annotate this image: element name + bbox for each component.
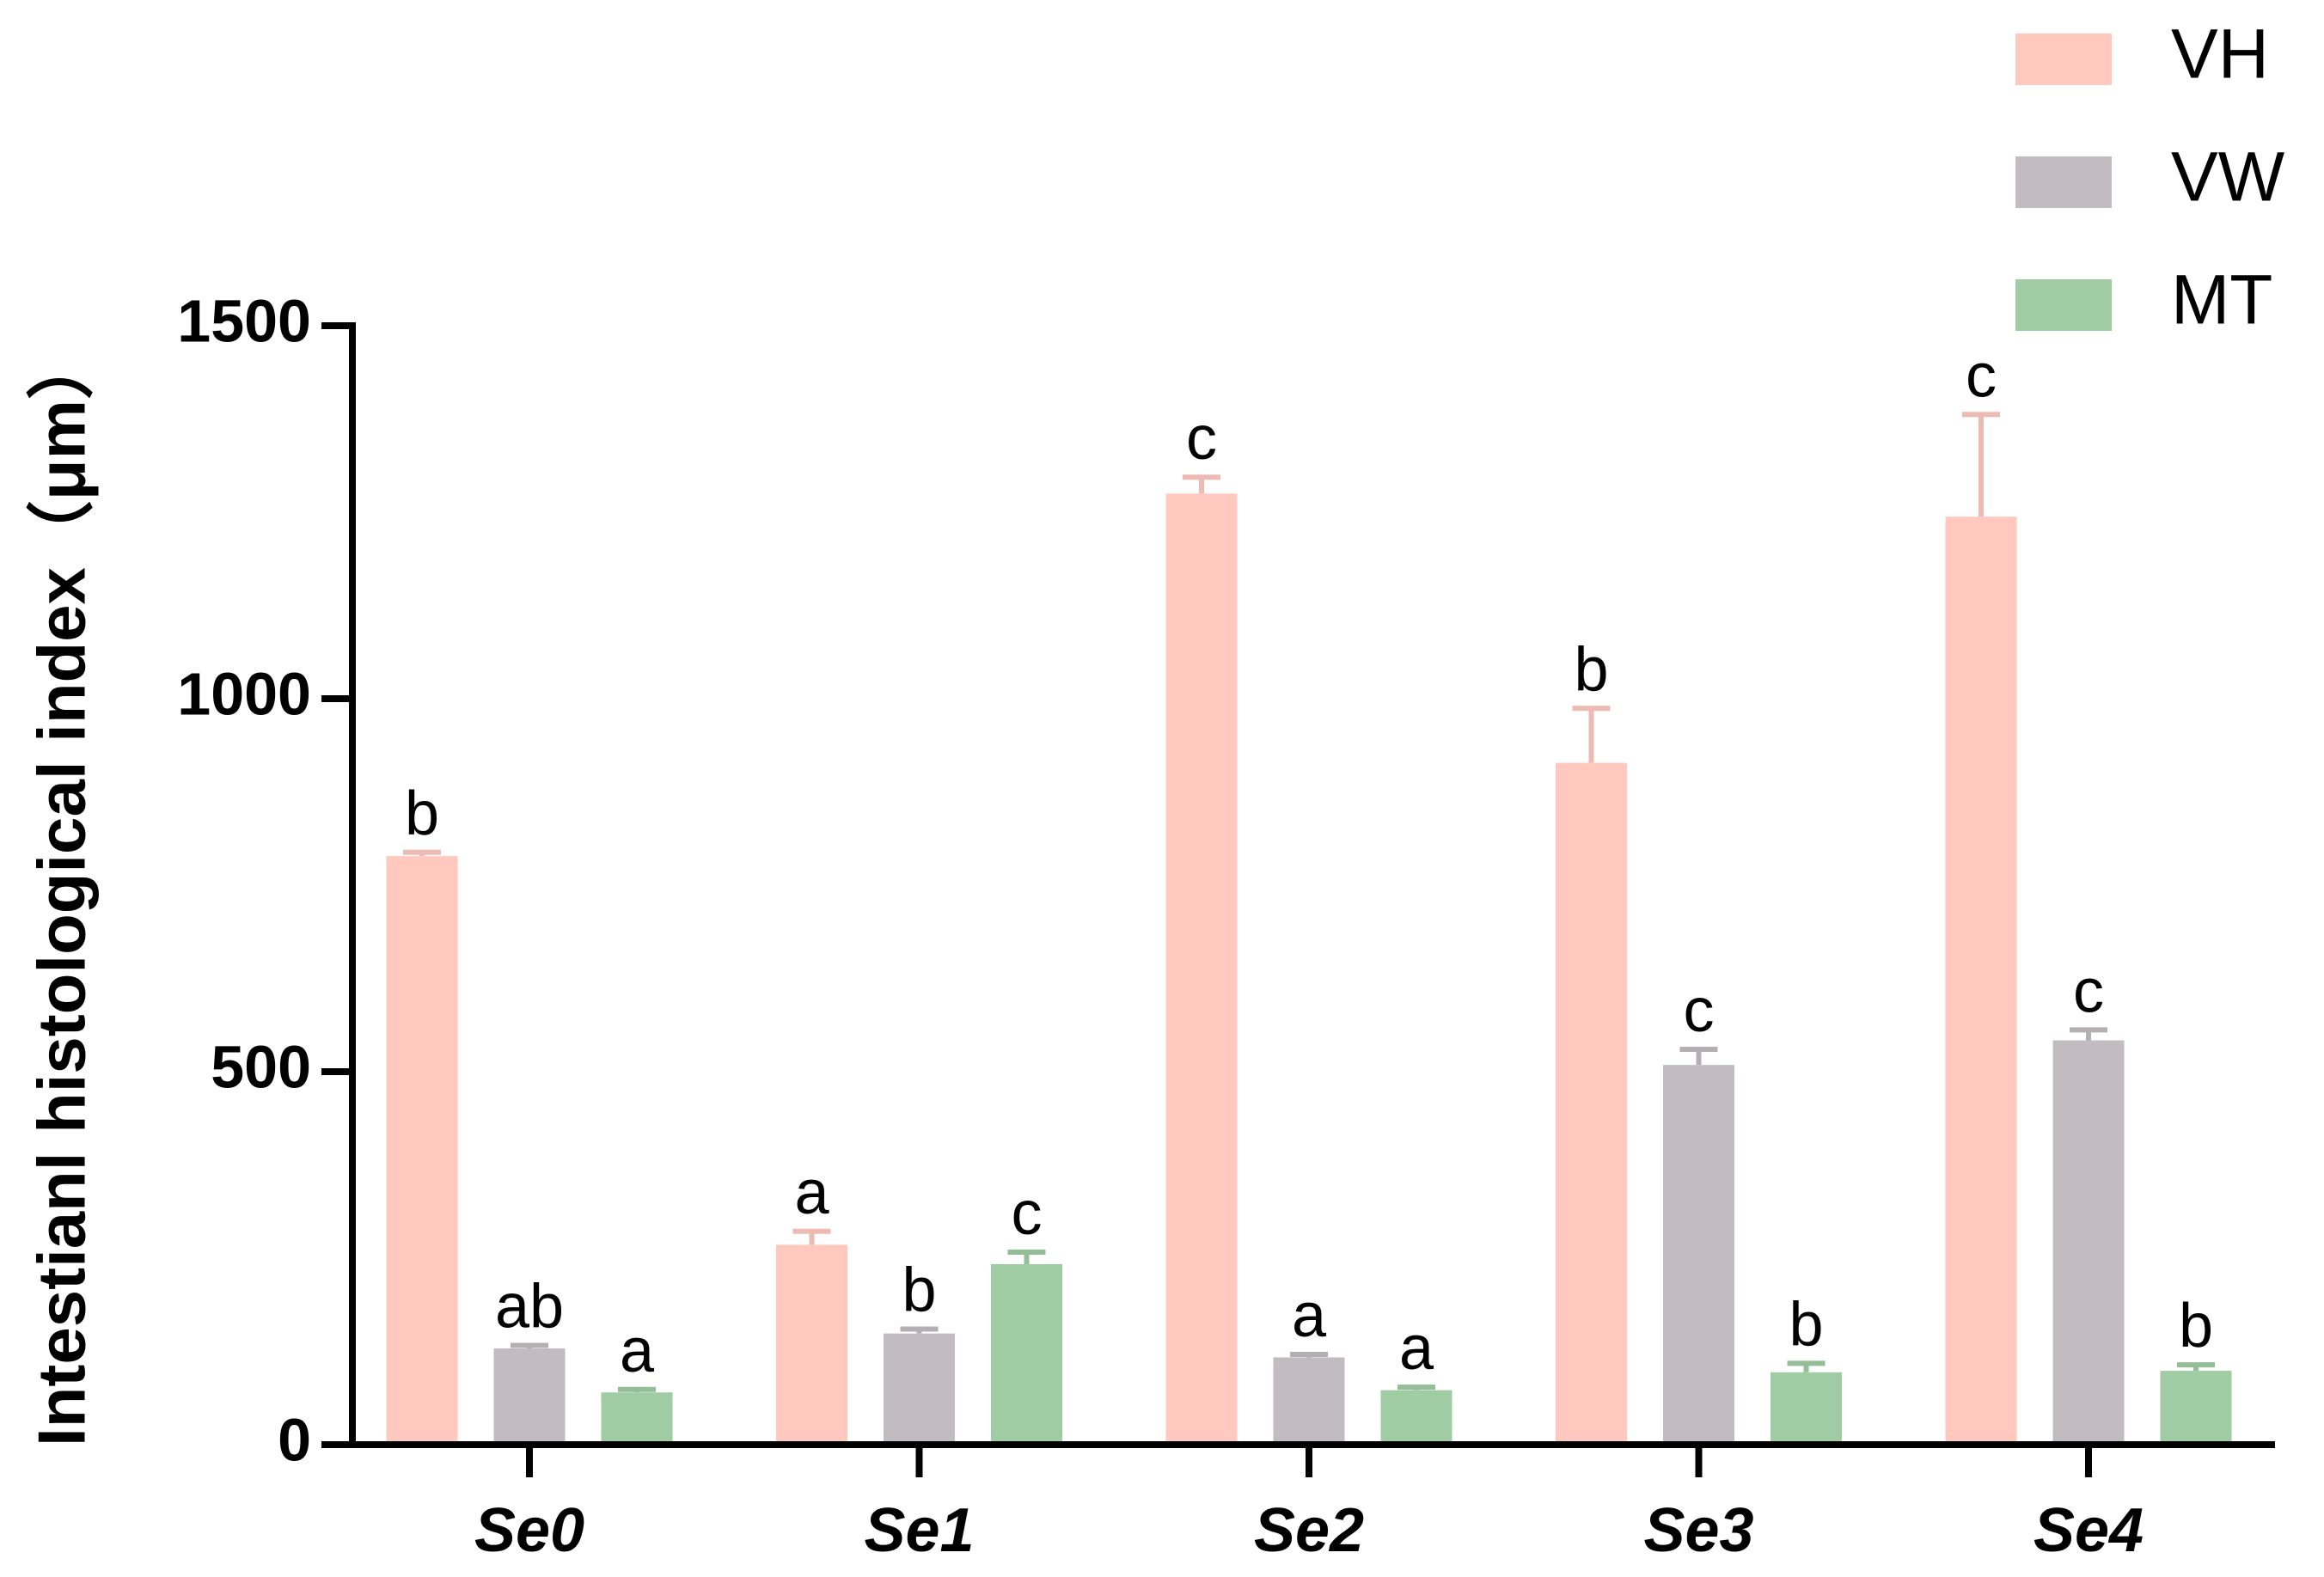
significance-letter: b (1574, 635, 1608, 704)
bar (991, 1263, 1062, 1445)
significance-letter: b (1789, 1290, 1823, 1359)
y-tick-label: 1000 (177, 660, 311, 727)
bar (1945, 516, 2017, 1445)
significance-letter: c (2073, 957, 2104, 1025)
bar (386, 856, 458, 1445)
legend-swatch (2015, 34, 2112, 85)
bar (884, 1333, 955, 1445)
bar (1273, 1357, 1345, 1445)
significance-letter: ab (495, 1273, 564, 1342)
legend-label: MT (2171, 261, 2272, 339)
bar (493, 1348, 566, 1445)
y-tick-label: 1500 (177, 287, 311, 354)
bar (1556, 762, 1627, 1445)
significance-letter: c (1966, 341, 1997, 410)
significance-letter: a (1399, 1314, 1434, 1383)
bar (1771, 1372, 1842, 1445)
significance-letter: c (1186, 404, 1217, 473)
significance-letter: a (1292, 1281, 1327, 1350)
legend-label: VW (2171, 138, 2285, 217)
significance-letter: b (405, 779, 439, 848)
significance-letter: b (902, 1256, 936, 1324)
y-tick-label: 500 (211, 1033, 311, 1100)
legend-label: VH (2171, 15, 2269, 94)
x-tick-label: Se3 (1643, 1496, 1753, 1565)
legend-swatch (2015, 156, 2112, 208)
significance-letter: b (2179, 1292, 2213, 1360)
bar (776, 1244, 847, 1445)
y-tick-label: 0 (278, 1406, 311, 1473)
x-tick-label: Se2 (1254, 1496, 1364, 1565)
bar (1165, 493, 1238, 1445)
significance-letter: a (620, 1317, 655, 1385)
bar (601, 1392, 673, 1445)
significance-letter: a (794, 1158, 829, 1227)
significance-letter: c (1684, 976, 1715, 1045)
bar (2052, 1040, 2125, 1445)
x-tick-label: Se0 (474, 1496, 584, 1565)
legend-swatch (2015, 279, 2112, 331)
bar (1663, 1065, 1734, 1445)
bar (2160, 1371, 2232, 1445)
significance-letter: c (1012, 1179, 1043, 1248)
y-axis-label: Intestianl histological index（μm） (24, 333, 100, 1446)
x-tick-label: Se4 (2034, 1496, 2144, 1565)
bar (1380, 1390, 1452, 1445)
x-tick-label: Se1 (864, 1496, 974, 1565)
